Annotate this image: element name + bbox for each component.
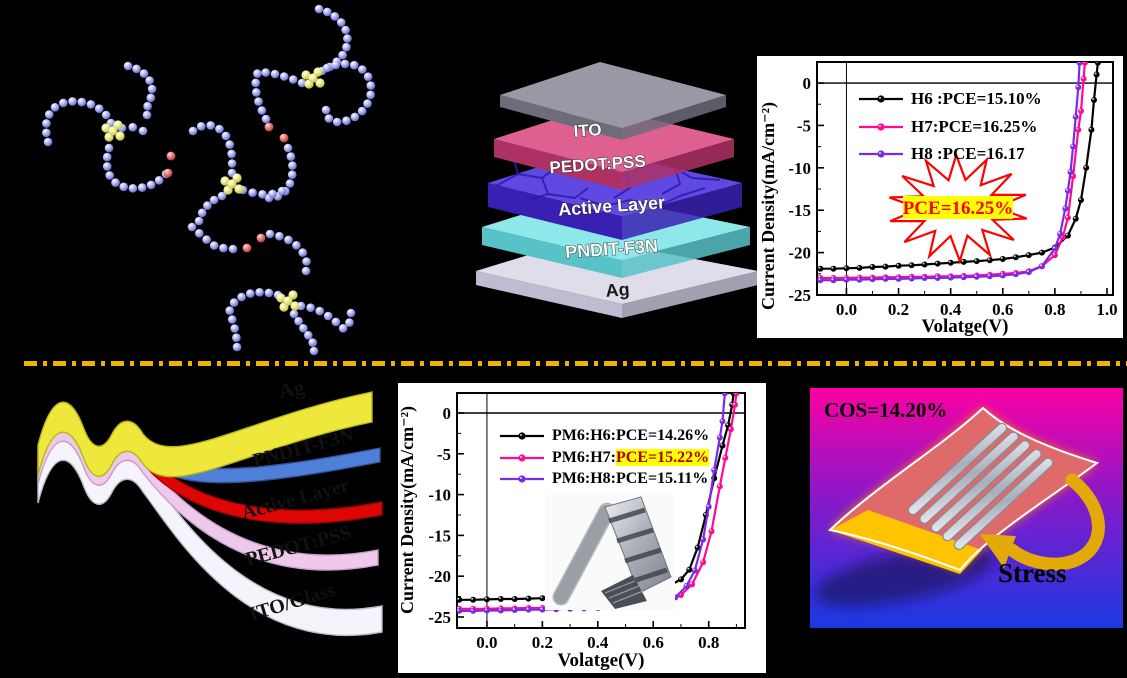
x-tick-label: 0.8 <box>698 633 719 652</box>
stack-layer-label: Ag <box>605 279 630 301</box>
legend-marker <box>500 475 544 483</box>
active-layer-crack <box>691 177 721 181</box>
active-layer-crack <box>629 195 681 208</box>
active-layer-crack <box>679 187 706 197</box>
legend-item-h8: H8 :PCE=16.17 <box>857 144 1025 164</box>
cos-value-label: COS=14.20% <box>824 398 948 422</box>
y-tick-label: -10 <box>428 486 451 505</box>
stack-layer-ito: ITO <box>500 62 726 141</box>
silver-electrode-bar <box>955 458 1052 549</box>
y-axis-label: Current Density(mA/cm⁻²) <box>758 102 779 310</box>
stress-arrow-head <box>980 534 1016 568</box>
red-linker-beads <box>163 122 289 253</box>
y-tick-label: -20 <box>428 567 451 586</box>
silver-electrode-bar <box>909 424 1006 514</box>
bead-chains <box>42 4 376 356</box>
legend-label: H7:PCE=16.25% <box>911 116 1038 136</box>
y-tick-label: -15 <box>788 201 811 220</box>
jv-chart-flexible-plot: 0.0 0.2 0.4 0.6 0.8 0 -5 -10 -15 -20 -25 Volatge(V… <box>397 392 746 671</box>
stress-panel: COS=14.20% Stress <box>810 388 1123 628</box>
legend-label: PM6:H6:PCE=14.26% <box>552 427 710 444</box>
legend-item-pm6-h8: PM6:H8:PCE=15.11% <box>498 470 708 488</box>
y-tick-label: -25 <box>788 286 811 305</box>
stress-arrow <box>1005 473 1105 571</box>
x-tick-label: 0.2 <box>888 300 909 319</box>
legend-marker <box>859 95 903 103</box>
legend-item-h7: H7:PCE=16.25% <box>857 117 1037 137</box>
legend-marker <box>859 150 903 158</box>
x-tick-label: 0.2 <box>532 633 553 652</box>
x-axis-label: Volatge(V) <box>558 650 645 671</box>
flex-layer-label: Ag <box>276 375 307 404</box>
jv-curves <box>817 62 1101 284</box>
film-border <box>827 406 1100 572</box>
silver-electrode-bar <box>932 441 1029 532</box>
jv-chart-rigid: 0.0 0.2 0.4 0.6 0.8 1.0 0 -5 -10 -15 -20 -25 PCE=16.… <box>757 56 1123 338</box>
legend-item-pm6-h6: PM6:H6:PCE=14.26% <box>498 427 709 445</box>
axis-ticks <box>817 82 1108 296</box>
bent-device-photo-inset <box>545 495 675 610</box>
y-tick-label: -5 <box>797 116 811 135</box>
jv-chart-flexible: 0.0 0.2 0.4 0.6 0.8 0 -5 -10 -15 -20 -25 Volatge(V… <box>397 383 766 673</box>
x-tick-label: 0.4 <box>587 633 609 652</box>
yellow-core-beads <box>101 67 325 312</box>
stack-layer-label: ITO <box>573 120 602 141</box>
plot-frame <box>816 61 1114 296</box>
x-tick-label: 0.8 <box>1044 300 1065 319</box>
y-tick-label: -5 <box>437 445 451 464</box>
x-tick-label: 0.6 <box>992 300 1013 319</box>
pce-highlight <box>903 196 1013 219</box>
pce-annotation-text: PCE=16.25% <box>903 198 1014 219</box>
y-tick-label: -10 <box>788 159 811 178</box>
legend-item-pm6-h7: PM6:H7:PCE=15.22% <box>498 448 710 467</box>
silver-electrode-bar <box>920 432 1018 523</box>
y-tick-label: 0 <box>443 404 452 423</box>
x-tick-label: 0.0 <box>836 300 857 319</box>
legend-label: H8 :PCE=16.17 <box>911 144 1025 163</box>
polymer-molecule-model <box>42 4 376 356</box>
x-tick-label: 0.6 <box>643 633 664 652</box>
stress-label: Stress <box>998 558 1067 588</box>
silver-electrode-bar <box>943 450 1041 541</box>
x-axis-label: Volatge(V) <box>922 316 1009 337</box>
legend-label: PM6:H7:PCE=15.22% <box>552 448 710 466</box>
stress-illustration <box>810 388 1123 628</box>
legend-marker <box>500 453 544 462</box>
y-tick-label: -15 <box>428 526 451 545</box>
pce-starburst <box>889 151 1027 265</box>
x-tick-label: 1.0 <box>1096 300 1117 319</box>
legend-item-h6: H6 :PCE=15.10% <box>857 89 1042 109</box>
x-tick-label: 0.0 <box>476 633 497 652</box>
plot-frame <box>456 392 746 629</box>
jv-chart-rigid-plot: 0.0 0.2 0.4 0.6 0.8 1.0 0 -5 -10 -15 -20 -25 PCE=16.… <box>758 61 1118 337</box>
y-tick-label: -20 <box>788 244 811 263</box>
flex-sheet-ag <box>37 391 373 478</box>
electrode-contact <box>830 510 982 574</box>
legend-label: PM6:H8:PCE=15.11% <box>552 470 709 487</box>
active-layer-crack <box>547 187 589 200</box>
y-tick-label: -25 <box>428 608 451 627</box>
active-layer-crack <box>579 197 631 208</box>
axis-ticks <box>457 412 737 628</box>
y-tick-label: 0 <box>803 74 812 93</box>
stack-layer-pedot-pss: PEDOT:PSS <box>494 106 734 190</box>
divider-dashed-line <box>24 361 1127 366</box>
legend-marker <box>500 432 544 440</box>
y-axis-label: Current Density(mA/cm⁻²) <box>398 406 418 614</box>
legend-label: H6 :PCE=15.10% <box>911 89 1042 108</box>
legend-marker <box>859 122 903 131</box>
x-tick-label: 0.4 <box>940 300 962 319</box>
